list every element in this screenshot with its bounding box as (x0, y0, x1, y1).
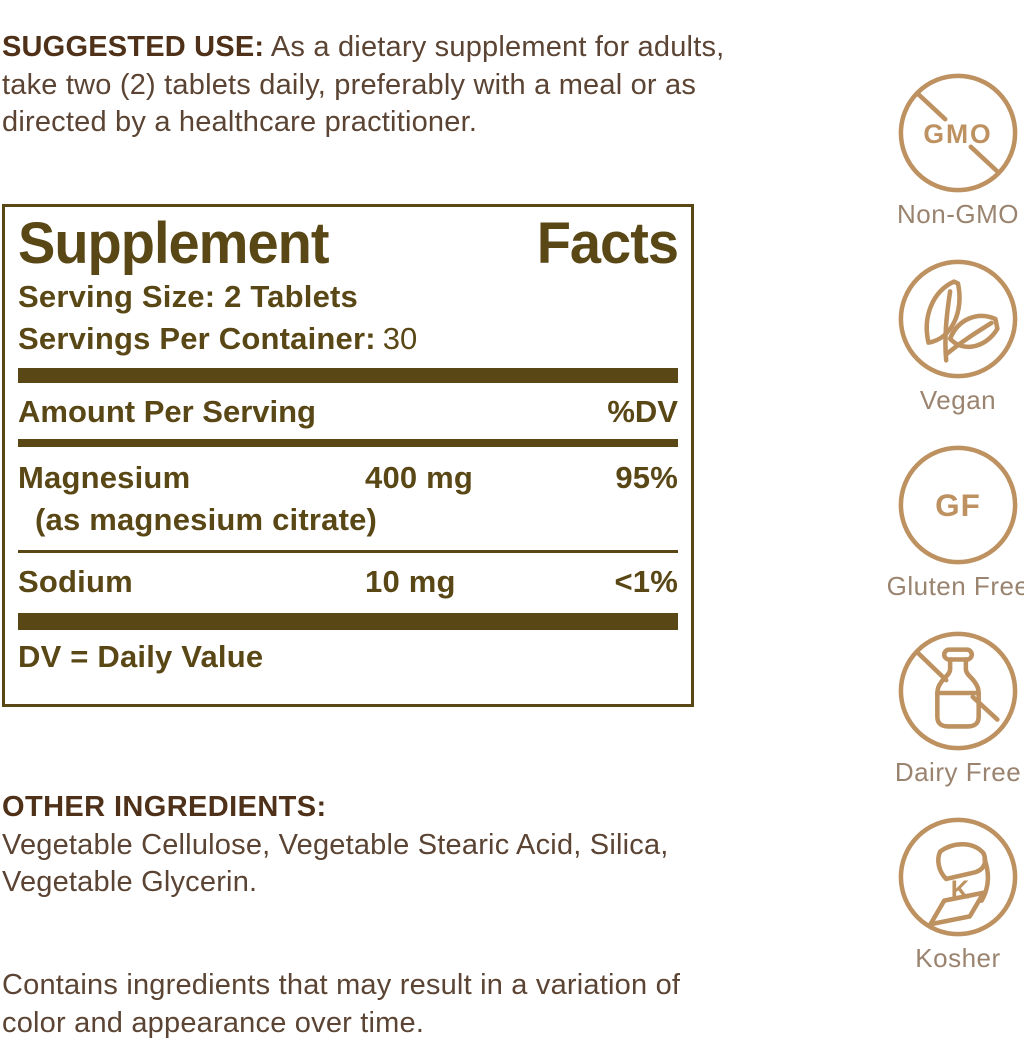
dairy-free-milk-bottle-icon (898, 631, 1018, 751)
disclaimer-text: Contains ingredients that may result in … (2, 969, 681, 1039)
nutrient-dv: 95% (615, 460, 678, 496)
badge-label: Dairy Free (894, 757, 1022, 787)
badge-gluten-free: GF Gluten Free (887, 442, 1024, 602)
nutrient-name: Magnesium (18, 460, 191, 496)
nutrient-amount: 400 mg (365, 460, 474, 496)
divider-thick-bar-bottom (18, 613, 678, 631)
servings-per-container-line: Servings Per Container: 30 (18, 318, 678, 360)
nutrient-subname-magnesium: (as magnesium citrate) (35, 502, 378, 538)
suggested-use-label: SUGGESTED USE: (2, 31, 265, 63)
badge-label: Kosher (915, 943, 1001, 973)
non-gmo-icon-text: GMO (923, 119, 992, 149)
badge-label: Non-GMO (897, 199, 1019, 229)
nutrient-amount: 10 mg (365, 564, 456, 600)
divider-thin-rule (18, 550, 678, 554)
amount-per-serving-header: Amount Per Serving (18, 394, 316, 430)
gluten-free-icon-text: GF (935, 487, 981, 523)
other-ingredients-section: OTHER INGREDIENTS: Vegetable Cellulose, … (2, 789, 738, 902)
supplement-facts-title-word1: Supplement (18, 209, 329, 276)
supplement-facts-title: Supplement Facts (18, 209, 679, 276)
vegan-leaves-icon (898, 259, 1018, 379)
divider-thick-bar-top (18, 368, 678, 384)
badge-label: Vegan (919, 385, 997, 415)
servings-per-container-value: 30 (382, 320, 418, 356)
supplement-facts-title-word2: Facts (536, 209, 679, 276)
dv-footnote: DV = Daily Value (18, 639, 264, 675)
suggested-use-paragraph: SUGGESTED USE: As a dietary supplement f… (2, 29, 732, 142)
facts-header-row: Amount Per Serving %DV (18, 383, 678, 439)
badge-label: Gluten Free (886, 571, 1024, 601)
badge-dairy-free: Dairy Free (895, 628, 1021, 788)
badge-non-gmo: GMO Non-GMO (895, 70, 1021, 230)
suggested-use-text: As a dietary supplement for adults, take… (2, 31, 725, 138)
kosher-icon-text: K (951, 877, 970, 905)
gluten-free-icon: GF (898, 445, 1018, 565)
serving-size-line: Serving Size: 2 Tablets (18, 279, 358, 315)
nutrient-name: Sodium (18, 564, 133, 600)
other-ingredients-label: OTHER INGREDIENTS: (2, 791, 327, 823)
badge-vegan: Vegan (895, 256, 1021, 416)
percent-dv-header: %DV (607, 394, 678, 430)
non-gmo-icon: GMO (898, 73, 1018, 193)
other-ingredients-text: Vegetable Cellulose, Vegetable Stearic A… (2, 828, 669, 899)
divider-medium-bar (18, 439, 678, 448)
nutrient-row-magnesium: Magnesium 400 mg 95% (18, 447, 678, 496)
badge-kosher: K Kosher (895, 814, 1021, 974)
servings-per-container-label: Servings Per Container: (18, 320, 376, 356)
nutrient-dv: <1% (614, 564, 678, 600)
kosher-icon: K (898, 817, 1018, 937)
certification-badges-column: GMO Non-GMO Vegan GF Gluten Free Dairy (887, 70, 1024, 974)
nutrient-row-sodium: Sodium 10 mg <1% (18, 553, 678, 600)
supplement-facts-panel: Supplement Facts Serving Size: 2 Tablets… (2, 204, 694, 707)
